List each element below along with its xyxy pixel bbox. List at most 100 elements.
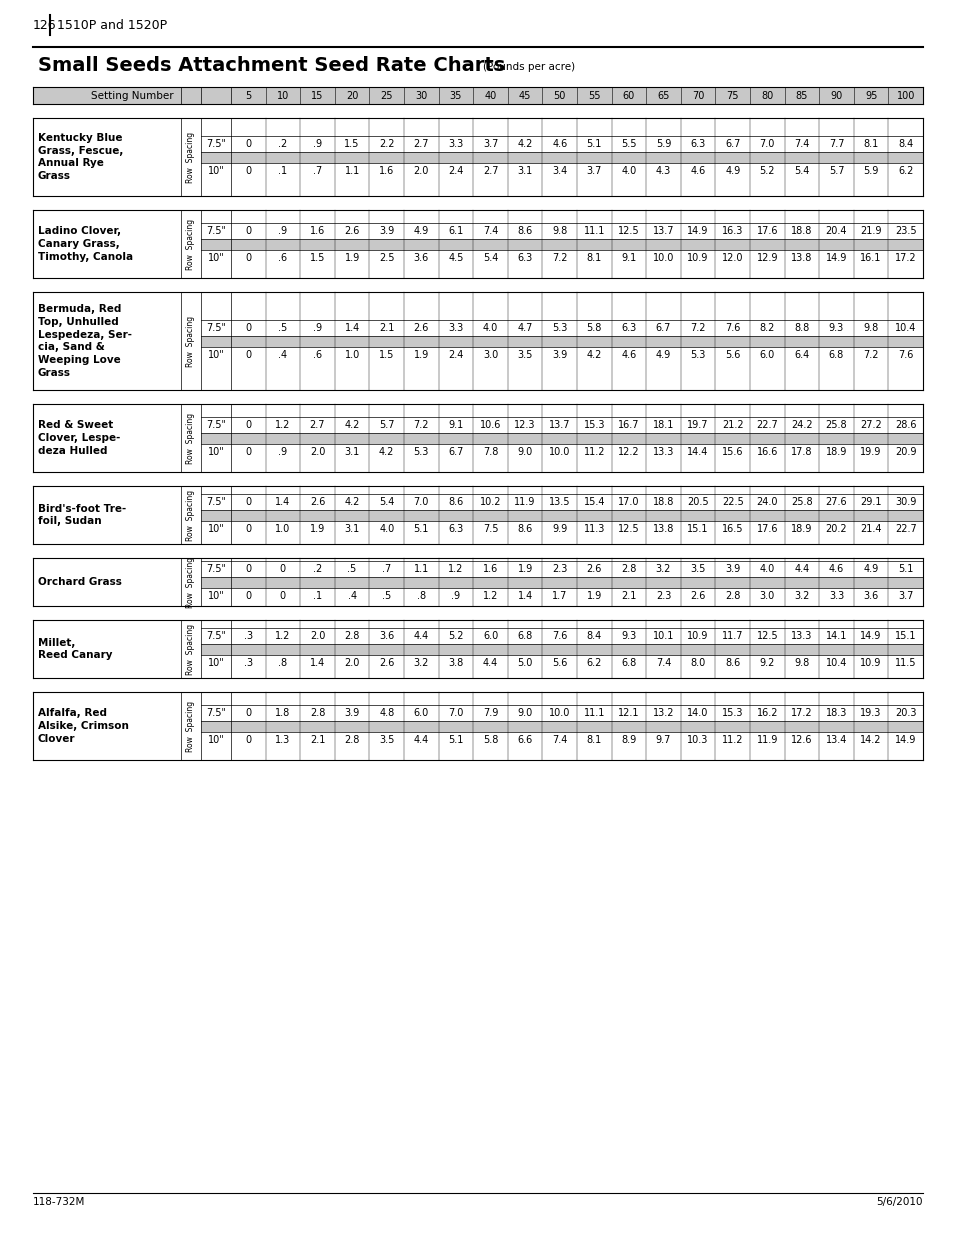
Text: 1.9: 1.9 [586,590,601,600]
Text: Row  Spacing: Row Spacing [186,489,195,541]
Text: 3.7: 3.7 [897,590,912,600]
Text: 4.6: 4.6 [552,138,567,148]
Text: 7.4: 7.4 [655,657,671,667]
Text: 6.0: 6.0 [482,631,497,641]
Text: 6.0: 6.0 [759,350,774,359]
Text: 0: 0 [245,447,251,457]
Text: 1.7: 1.7 [552,590,567,600]
Text: 1.2: 1.2 [448,563,463,573]
Text: 7.7: 7.7 [828,138,843,148]
Text: 9.3: 9.3 [620,631,636,641]
Text: 3.7: 3.7 [482,138,497,148]
Text: 6.7: 6.7 [724,138,740,148]
Text: 5.6: 5.6 [724,350,740,359]
Text: 6.7: 6.7 [655,322,671,332]
Text: Bird's-foot Tre-
foil, Sudan: Bird's-foot Tre- foil, Sudan [38,504,126,526]
Text: 10.0: 10.0 [548,708,570,718]
Text: 4.2: 4.2 [586,350,601,359]
Text: 5.6: 5.6 [552,657,567,667]
Text: 6.3: 6.3 [690,138,705,148]
Text: Row  Spacing: Row Spacing [186,700,195,752]
Text: 2.6: 2.6 [378,657,394,667]
Text: 22.7: 22.7 [756,420,778,430]
Text: 4.2: 4.2 [378,447,394,457]
Text: 2.3: 2.3 [552,563,567,573]
Text: 20.4: 20.4 [825,226,846,236]
Text: 20.9: 20.9 [894,447,916,457]
Text: 20.3: 20.3 [894,708,916,718]
Text: 0: 0 [245,524,251,534]
Text: 21.9: 21.9 [860,226,881,236]
Text: 1.3: 1.3 [275,735,291,745]
Text: 5.2: 5.2 [448,631,463,641]
Text: 2.8: 2.8 [724,590,740,600]
Text: 12.0: 12.0 [721,252,742,263]
Text: 2.6: 2.6 [586,563,601,573]
Text: 1.2: 1.2 [274,420,291,430]
Text: 14.9: 14.9 [894,735,916,745]
Text: 14.9: 14.9 [860,631,881,641]
Text: 0: 0 [245,496,251,506]
Text: 1.1: 1.1 [344,165,359,175]
Text: 7.2: 7.2 [690,322,705,332]
Text: 8.1: 8.1 [586,735,601,745]
Bar [33,119,923,196]
Text: 4.6: 4.6 [828,563,843,573]
Text: 7.5": 7.5" [206,631,226,641]
Text: 13.8: 13.8 [652,524,674,534]
Text: 18.8: 18.8 [652,496,674,506]
Text: Kentucky Blue
Grass, Fescue,
Annual Rye
Grass: Kentucky Blue Grass, Fescue, Annual Rye … [38,133,123,182]
Text: 1.2: 1.2 [274,631,291,641]
Text: 11.1: 11.1 [583,226,604,236]
Text: 6.1: 6.1 [448,226,463,236]
Text: 9.8: 9.8 [794,657,809,667]
Text: 2.1: 2.1 [378,322,394,332]
Text: 1.9: 1.9 [344,252,359,263]
Text: Row  Spacing: Row Spacing [186,557,195,608]
Text: 70: 70 [691,90,703,100]
Text: 18.9: 18.9 [790,524,812,534]
Text: 1.5: 1.5 [378,350,394,359]
Text: 6.7: 6.7 [448,447,463,457]
Text: 16.5: 16.5 [721,524,742,534]
Text: 4.3: 4.3 [655,165,670,175]
Text: 1.4: 1.4 [275,496,291,506]
Text: 4.8: 4.8 [378,708,394,718]
Text: 2.1: 2.1 [620,590,636,600]
Text: 9.1: 9.1 [620,252,636,263]
Text: 8.9: 8.9 [620,735,636,745]
Text: 27.6: 27.6 [825,496,846,506]
Text: 13.3: 13.3 [790,631,812,641]
Text: 10.0: 10.0 [548,447,570,457]
Bar [33,620,923,678]
Text: 118-732M: 118-732M [33,1197,85,1207]
Text: 3.2: 3.2 [655,563,671,573]
Text: 10.9: 10.9 [860,657,881,667]
Text: 1.4: 1.4 [344,322,359,332]
Text: 8.2: 8.2 [759,322,774,332]
Text: 11.3: 11.3 [583,524,604,534]
Text: 13.5: 13.5 [548,496,570,506]
Text: 1.4: 1.4 [517,590,532,600]
Text: 9.7: 9.7 [655,735,671,745]
Text: 90: 90 [829,90,841,100]
Text: 10.4: 10.4 [825,657,846,667]
Text: 8.8: 8.8 [794,322,809,332]
Text: 9.3: 9.3 [828,322,843,332]
Text: 5.4: 5.4 [794,165,809,175]
Text: 10": 10" [208,350,224,359]
Text: 6.2: 6.2 [586,657,601,667]
Text: 4.0: 4.0 [482,322,497,332]
Text: .9: .9 [278,226,287,236]
Text: 9.2: 9.2 [759,657,774,667]
Text: 4.9: 4.9 [414,226,429,236]
Text: 3.4: 3.4 [552,165,567,175]
Text: 1.4: 1.4 [310,657,325,667]
Text: 18.1: 18.1 [652,420,674,430]
Text: 2.0: 2.0 [310,447,325,457]
Text: 5.0: 5.0 [517,657,532,667]
Text: 14.4: 14.4 [687,447,708,457]
Text: 3.6: 3.6 [414,252,429,263]
Text: 27.2: 27.2 [860,420,882,430]
Text: 15.4: 15.4 [583,496,604,506]
